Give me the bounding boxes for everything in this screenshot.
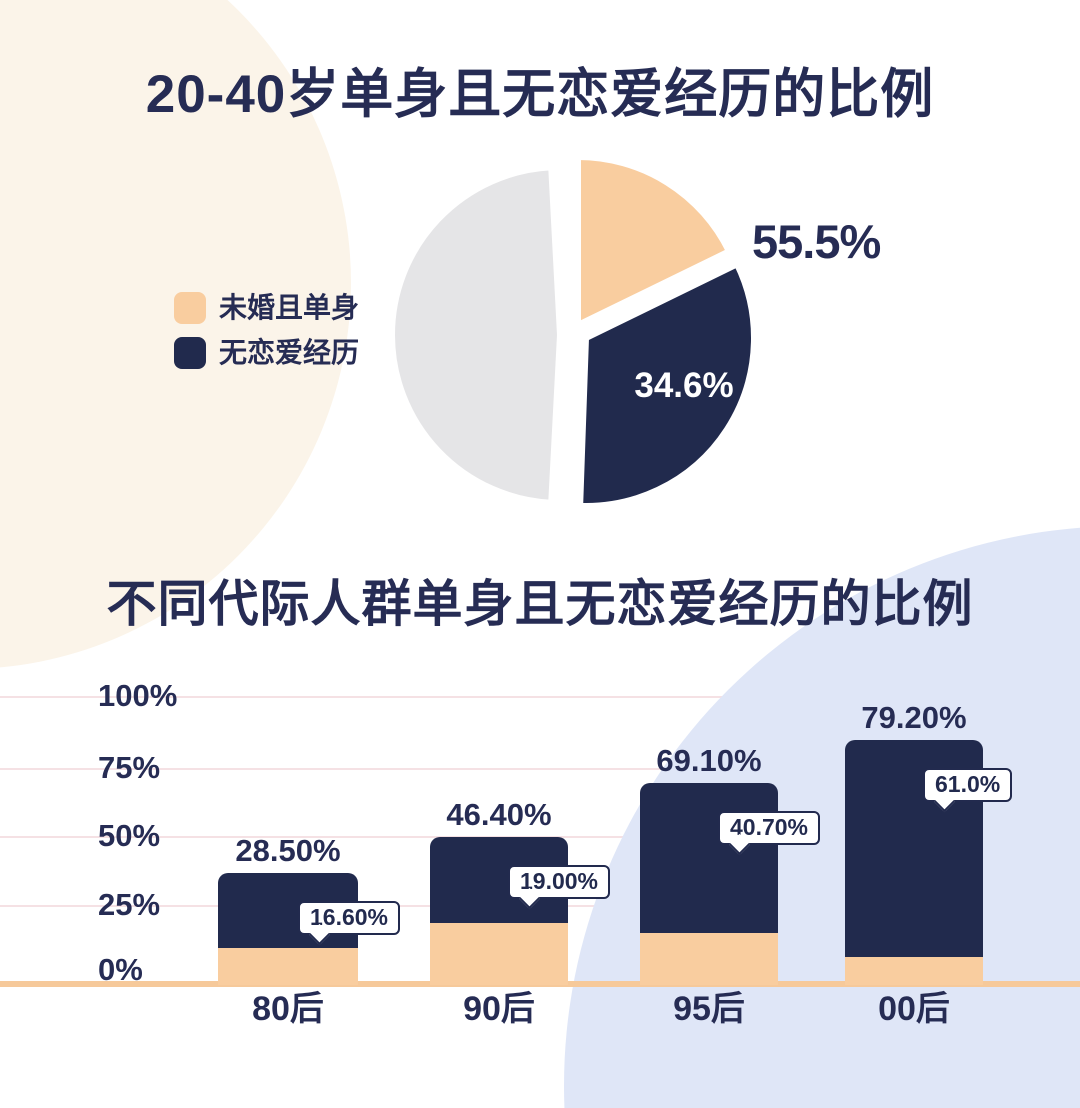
legend-label: 无恋爱经历 — [219, 337, 360, 368]
y-axis-tick-75: 75% — [98, 750, 161, 785]
callout-value: 16.60% — [310, 904, 389, 930]
pie-slice-gray — [388, 164, 564, 506]
y-axis-tick-25: 25% — [98, 887, 161, 922]
category-label-00s: 00后 — [878, 990, 950, 1028]
bar-chart-title: 不同代际人群单身且无恋爱经历的比例 — [106, 576, 974, 632]
category-label-80s: 80后 — [252, 990, 324, 1028]
pie-value-label-inner: 34.6% — [634, 366, 734, 405]
bar-callout: 19.00% — [508, 865, 611, 909]
bar-peach-segment — [640, 933, 778, 985]
pie-chart-title: 20-40岁单身且无恋爱经历的比例 — [145, 65, 935, 124]
pie-chart — [388, 153, 757, 509]
legend-item-unmarried-single: 未婚且单身 — [174, 292, 359, 324]
bar-callout: 40.70% — [718, 811, 821, 855]
pie-value-label-outer: 55.5% — [752, 215, 881, 268]
gridline-75 — [0, 768, 1080, 770]
callout-value: 40.70% — [730, 814, 809, 840]
y-axis-tick-100: 100% — [98, 678, 178, 713]
gridline-100 — [0, 696, 1080, 698]
bar-total-label: 28.50% — [235, 833, 341, 868]
pie-slice-peach — [575, 153, 734, 330]
legend-swatch-peach — [174, 292, 206, 324]
bar-total-label: 79.20% — [861, 700, 967, 735]
category-label-95s: 95后 — [673, 990, 745, 1028]
pie-slice-navy — [577, 260, 757, 509]
bar-total-label: 46.40% — [446, 797, 552, 832]
bar-callout: 61.0% — [923, 768, 1013, 812]
callout-value: 19.00% — [520, 868, 599, 894]
legend-swatch-navy — [174, 337, 206, 369]
y-axis-tick-0: 0% — [98, 952, 143, 987]
bar-navy-segment — [640, 783, 778, 933]
bar-total-label: 69.10% — [656, 743, 762, 778]
bar-peach-segment — [430, 923, 568, 985]
legend-item-no-love-experience: 无恋爱经历 — [174, 337, 359, 369]
bar-callout: 16.60% — [298, 901, 401, 945]
y-axis-tick-50: 50% — [98, 818, 161, 853]
bar-peach-segment — [845, 957, 983, 985]
legend-label: 未婚且单身 — [219, 292, 360, 323]
category-label-90s: 90后 — [463, 990, 535, 1028]
pie-legend: 未婚且单身 无恋爱经历 — [174, 292, 359, 382]
bar-peach-segment — [218, 948, 358, 985]
